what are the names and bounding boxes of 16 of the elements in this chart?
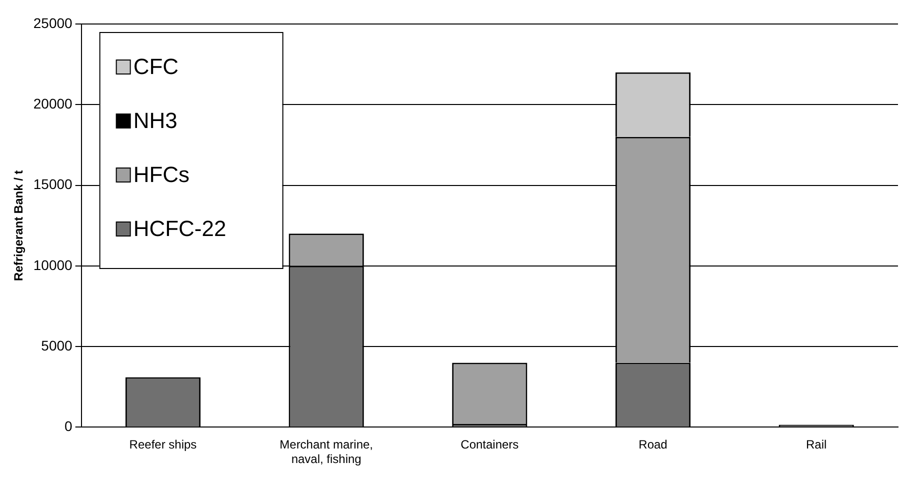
legend-label: NH3 [133,108,178,134]
y-tick-label: 25000 [33,14,73,31]
x-tick-label: Reefer ships [129,438,197,452]
x-tick-label: Rail [806,438,827,452]
x-tick-label: Merchant marine, naval, fishing [280,438,374,466]
y-tick-label: 10000 [33,256,73,273]
y-tick-label: 20000 [33,96,73,112]
y-axis-title: Refrigerant Bank / t [12,170,26,281]
y-tick-label: 5000 [41,337,73,354]
y-tick-label: 15000 [33,176,73,192]
legend-label: HCFC-22 [133,216,226,242]
legend-label: CFC [133,54,179,80]
x-tick-label: Road [638,438,668,452]
x-tick-label: Containers [460,438,519,452]
y-tick-label: 0 [64,418,73,434]
legend-label: HFCs [133,162,190,188]
